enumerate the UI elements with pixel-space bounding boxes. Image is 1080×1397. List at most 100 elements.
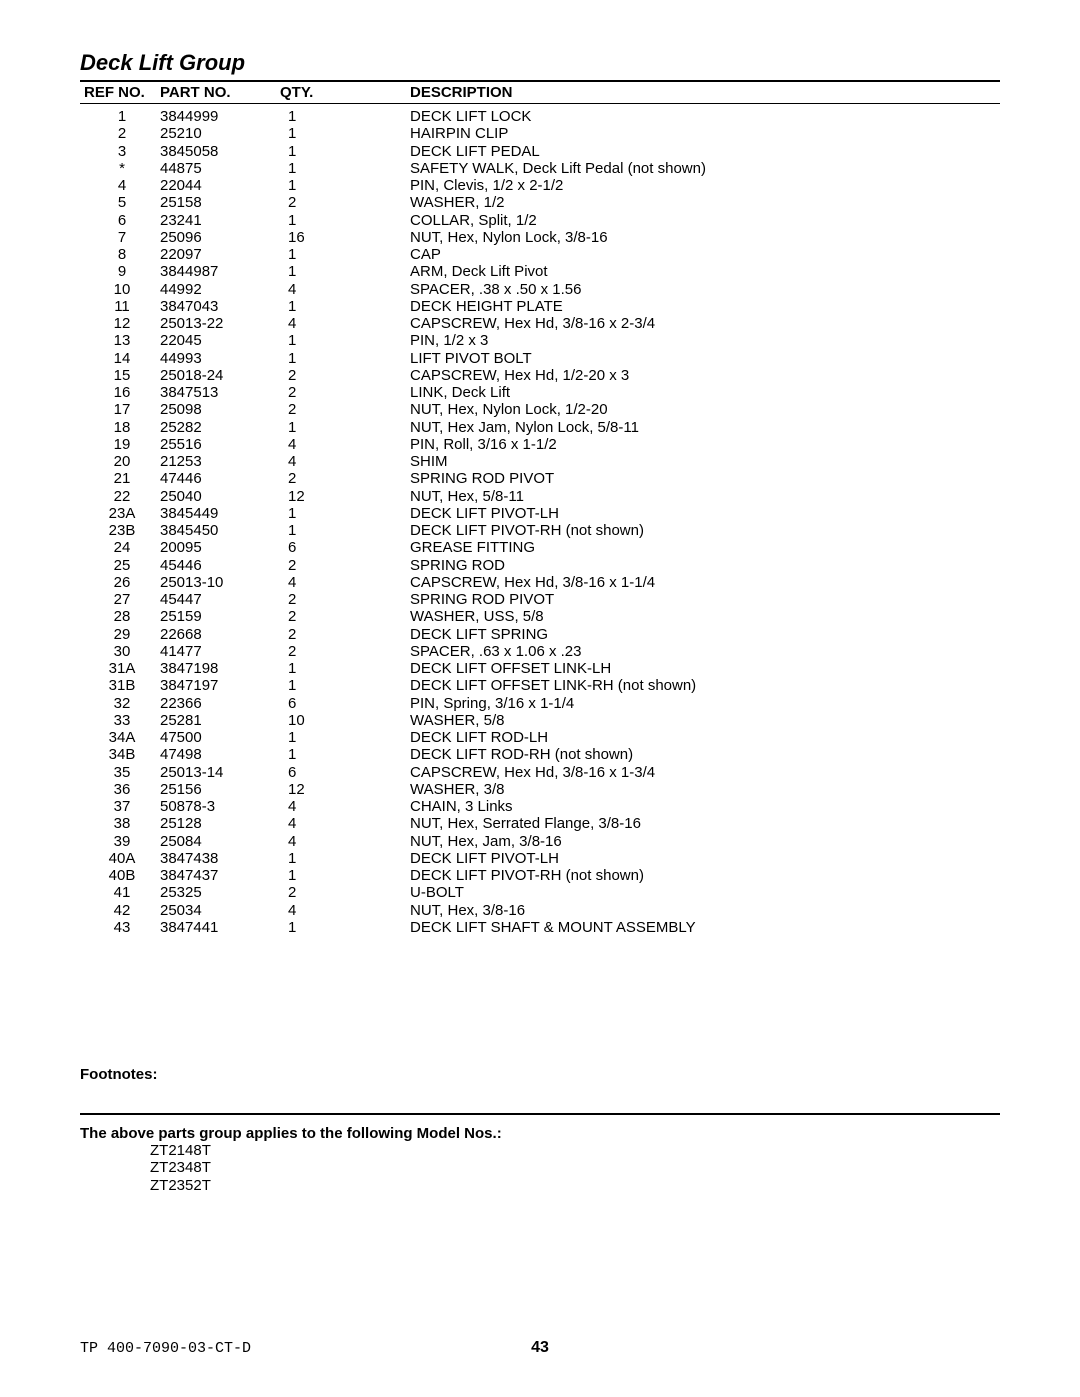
cell-ref: 22 [80,488,160,505]
cell-ref: 7 [80,229,160,246]
cell-part: 25325 [160,884,280,901]
cell-ref: 38 [80,815,160,832]
cell-part: 44993 [160,350,280,367]
page-title: Deck Lift Group [80,50,1000,76]
cell-part: 22668 [160,626,280,643]
cell-desc: SPRING ROD PIVOT [360,591,1000,608]
cell-ref: 21 [80,470,160,487]
cell-part: 50878-3 [160,798,280,815]
cell-qty: 1 [280,729,360,746]
cell-desc: NUT, Hex, Serrated Flange, 3/8-16 [360,815,1000,832]
cell-part: 22097 [160,246,280,263]
cell-desc: NUT, Hex, Jam, 3/8-16 [360,833,1000,850]
cell-ref: 39 [80,833,160,850]
cell-qty: 1 [280,677,360,694]
cell-ref: 12 [80,315,160,332]
cell-ref: 24 [80,539,160,556]
table-row: 25454462SPRING ROD [80,557,1000,574]
header-desc: DESCRIPTION [360,84,1000,101]
cell-ref: 27 [80,591,160,608]
cell-ref: 40B [80,867,160,884]
cell-part: 22044 [160,177,280,194]
cell-qty: 1 [280,746,360,763]
cell-desc: ARM, Deck Lift Pivot [360,263,1000,280]
cell-desc: CAP [360,246,1000,263]
cell-ref: 1 [80,108,160,125]
table-row: 27454472SPRING ROD PIVOT [80,591,1000,608]
cell-ref: 40A [80,850,160,867]
cell-ref: 13 [80,332,160,349]
cell-part: 3844987 [160,263,280,280]
cell-ref: 18 [80,419,160,436]
cell-qty: 2 [280,401,360,418]
cell-qty: 6 [280,764,360,781]
cell-qty: 2 [280,608,360,625]
cell-desc: SPACER, .38 x .50 x 1.56 [360,281,1000,298]
cell-desc: CAPSCREW, Hex Hd, 1/2-20 x 3 [360,367,1000,384]
table-row: 72509616NUT, Hex, Nylon Lock, 3/8-16 [80,229,1000,246]
cell-desc: DECK LIFT PIVOT-RH (not shown) [360,867,1000,884]
table-row: 39250844NUT, Hex, Jam, 3/8-16 [80,833,1000,850]
cell-desc: SPRING ROD [360,557,1000,574]
cell-desc: HAIRPIN CLIP [360,125,1000,142]
table-row: 29226682DECK LIFT SPRING [80,626,1000,643]
cell-part: 25013-22 [160,315,280,332]
footnotes-label: Footnotes: [80,1066,1000,1083]
models-label: The above parts group applies to the fol… [80,1125,1000,1142]
cell-part: 23241 [160,212,280,229]
cell-ref: 29 [80,626,160,643]
cell-desc: DECK LIFT LOCK [360,108,1000,125]
table-row: 3750878-34CHAIN, 3 Links [80,798,1000,815]
cell-part: 3844999 [160,108,280,125]
cell-qty: 1 [280,125,360,142]
cell-ref: 6 [80,212,160,229]
cell-ref: 33 [80,712,160,729]
table-row: 38251284NUT, Hex, Serrated Flange, 3/8-1… [80,815,1000,832]
cell-ref: 25 [80,557,160,574]
cell-part: 3847438 [160,850,280,867]
cell-qty: 12 [280,781,360,798]
cell-desc: DECK LIFT SHAFT & MOUNT ASSEMBLY [360,919,1000,936]
cell-qty: 1 [280,160,360,177]
table-row: 362515612WASHER, 3/8 [80,781,1000,798]
cell-ref: 4 [80,177,160,194]
table-row: 2252101HAIRPIN CLIP [80,125,1000,142]
cell-ref: 23A [80,505,160,522]
cell-desc: WASHER, 1/2 [360,194,1000,211]
models-list: ZT2148TZT2348TZT2352T [150,1142,1000,1194]
model-item: ZT2348T [150,1159,1000,1176]
cell-qty: 4 [280,902,360,919]
cell-part: 25084 [160,833,280,850]
cell-ref: 42 [80,902,160,919]
cell-ref: 10 [80,281,160,298]
cell-ref: 5 [80,194,160,211]
cell-ref: 34A [80,729,160,746]
table-header: REF NO. PART NO. QTY. DESCRIPTION [80,80,1000,104]
table-row: 23A38454491DECK LIFT PIVOT-LH [80,505,1000,522]
cell-ref: 23B [80,522,160,539]
cell-desc: CAPSCREW, Hex Hd, 3/8-16 x 2-3/4 [360,315,1000,332]
cell-desc: SHIM [360,453,1000,470]
table-row: 938449871ARM, Deck Lift Pivot [80,263,1000,280]
header-qty: QTY. [280,84,360,101]
cell-desc: PIN, 1/2 x 3 [360,332,1000,349]
parts-table-body: 138449991DECK LIFT LOCK2252101HAIRPIN CL… [80,108,1000,936]
cell-desc: NUT, Hex, Nylon Lock, 3/8-16 [360,229,1000,246]
table-row: 31A38471981DECK LIFT OFFSET LINK-LH [80,660,1000,677]
cell-ref: 35 [80,764,160,781]
table-row: 6232411COLLAR, Split, 1/2 [80,212,1000,229]
cell-qty: 1 [280,143,360,160]
cell-qty: 1 [280,298,360,315]
cell-ref: 31B [80,677,160,694]
table-row: 30414772SPACER, .63 x 1.06 x .23 [80,643,1000,660]
cell-ref: 3 [80,143,160,160]
cell-desc: SPRING ROD PIVOT [360,470,1000,487]
cell-ref: 28 [80,608,160,625]
cell-part: 3847197 [160,677,280,694]
cell-part: 25156 [160,781,280,798]
table-row: 18252821NUT, Hex Jam, Nylon Lock, 5/8-11 [80,419,1000,436]
cell-ref: 34B [80,746,160,763]
cell-desc: DECK LIFT SPRING [360,626,1000,643]
cell-part: 22045 [160,332,280,349]
cell-ref: 36 [80,781,160,798]
